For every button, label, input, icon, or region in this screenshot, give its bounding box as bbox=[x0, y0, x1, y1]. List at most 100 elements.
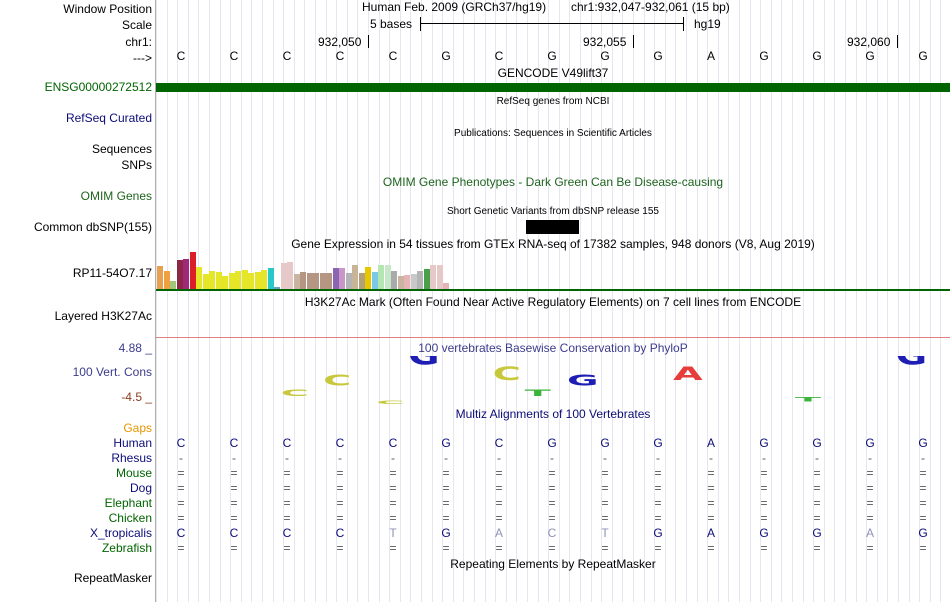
label-dbsnp[interactable]: Common dbSNP(155) bbox=[33, 220, 152, 234]
alignment-base: G bbox=[759, 526, 769, 540]
label-sequences[interactable]: Sequences bbox=[91, 142, 152, 156]
base-letter: A bbox=[706, 49, 715, 63]
gtex-tissue-bar[interactable] bbox=[365, 267, 372, 289]
species-label-rhesus[interactable]: Rhesus bbox=[111, 451, 152, 465]
species-label-human[interactable]: Human bbox=[113, 436, 152, 450]
alignment-base: = bbox=[389, 481, 397, 495]
label-h3k27ac[interactable]: Layered H3K27Ac bbox=[54, 309, 152, 323]
species-label-elephant[interactable]: Elephant bbox=[104, 496, 152, 510]
gtex-tissue-bar[interactable] bbox=[384, 265, 391, 289]
label-window-position[interactable]: Window Position bbox=[63, 2, 152, 16]
alignment-base: = bbox=[230, 496, 238, 510]
base-letter: C bbox=[282, 49, 292, 63]
label-direction[interactable]: ---> bbox=[133, 51, 152, 65]
label-snps[interactable]: SNPs bbox=[121, 158, 152, 172]
label-chr[interactable]: chr1: bbox=[125, 35, 152, 49]
gtex-tissue-bar[interactable] bbox=[345, 273, 352, 289]
gtex-tissue-bar[interactable] bbox=[326, 273, 333, 289]
h3k27ac-title: H3K27Ac Mark (Often Found Near Active Re… bbox=[304, 295, 802, 309]
alignment-base: G bbox=[865, 436, 875, 450]
alignment-base: = bbox=[336, 481, 344, 495]
species-label-mouse[interactable]: Mouse bbox=[115, 466, 152, 480]
species-label-zebrafish[interactable]: Zebrafish bbox=[101, 541, 152, 555]
gtex-tissue-bar[interactable] bbox=[254, 272, 261, 289]
gtex-tissue-bar[interactable] bbox=[267, 268, 274, 289]
dbsnp-variant[interactable] bbox=[526, 220, 579, 234]
label-gencode-item[interactable]: ENSG00000272512 bbox=[44, 80, 152, 94]
gtex-tissue-bar[interactable] bbox=[189, 252, 196, 289]
h3k27ac-signal-line bbox=[156, 337, 950, 338]
gtex-tissue-bar[interactable] bbox=[410, 274, 417, 289]
alignment-base: - bbox=[709, 451, 713, 465]
alignment-base: - bbox=[285, 451, 289, 465]
gtex-tissue-bar[interactable] bbox=[235, 271, 242, 289]
gtex-tissue-bar[interactable] bbox=[443, 283, 450, 289]
gtex-tissue-bar[interactable] bbox=[183, 259, 190, 289]
gtex-tissue-bar[interactable] bbox=[397, 276, 404, 289]
gtex-tissue-bar[interactable] bbox=[358, 273, 365, 289]
gtex-tissue-bar[interactable] bbox=[417, 271, 424, 289]
alignment-base: = bbox=[283, 496, 291, 510]
conservation-logo[interactable]: CCCCGCTGATG bbox=[156, 356, 950, 406]
gtex-tissue-bar[interactable] bbox=[287, 262, 294, 289]
gridline bbox=[368, 0, 369, 602]
gtex-tissue-bar[interactable] bbox=[215, 272, 222, 289]
gtex-tissue-bar[interactable] bbox=[176, 260, 183, 289]
species-label-dog[interactable]: Dog bbox=[129, 481, 152, 495]
label-cons[interactable]: 100 Vert. Cons bbox=[72, 365, 152, 379]
gtex-tissue-bar[interactable] bbox=[170, 281, 177, 289]
label-refseq[interactable]: RefSeq Curated bbox=[65, 111, 152, 125]
alignment-base: C bbox=[335, 526, 345, 540]
gtex-tissue-bar[interactable] bbox=[423, 269, 430, 289]
gtex-tissue-bar[interactable] bbox=[378, 265, 385, 289]
gtex-tissue-bar[interactable] bbox=[163, 271, 170, 289]
gtex-tissue-bar[interactable] bbox=[319, 273, 326, 289]
gtex-tissue-bar[interactable] bbox=[391, 271, 398, 289]
alignment-base: = bbox=[919, 511, 927, 525]
gtex-tissue-bar[interactable] bbox=[332, 268, 339, 289]
gtex-tissue-bar[interactable] bbox=[339, 268, 346, 289]
alignment-base: = bbox=[760, 466, 768, 480]
gtex-tissue-bar[interactable] bbox=[306, 273, 313, 289]
alignment-base: - bbox=[444, 451, 448, 465]
label-gaps[interactable]: Gaps bbox=[123, 421, 152, 435]
label-omim[interactable]: OMIM Genes bbox=[80, 189, 152, 203]
alignment-base: = bbox=[495, 511, 503, 525]
gtex-tissue-bar[interactable] bbox=[222, 276, 229, 289]
gtex-tissue-bar[interactable] bbox=[202, 274, 209, 289]
gtex-tissue-bar[interactable] bbox=[404, 275, 411, 289]
alignment-base: = bbox=[866, 481, 874, 495]
label-gtex-gene[interactable]: RP11-54O7.17 bbox=[72, 266, 152, 280]
label-repeatmasker[interactable]: RepeatMasker bbox=[73, 571, 152, 585]
alignment-base: T bbox=[389, 526, 397, 540]
gtex-tissue-bar[interactable] bbox=[293, 274, 300, 289]
gtex-tissue-bar[interactable] bbox=[196, 267, 203, 289]
gtex-tissue-bar[interactable] bbox=[241, 270, 248, 289]
ruler-tick-3 bbox=[897, 35, 898, 48]
gtex-tissue-bar[interactable] bbox=[371, 272, 378, 289]
gtex-tissue-bar[interactable] bbox=[436, 265, 443, 289]
gridline bbox=[251, 0, 252, 602]
gtex-tissue-bar[interactable] bbox=[157, 266, 164, 289]
refseq-title: RefSeq genes from NCBI bbox=[496, 96, 610, 107]
track-area[interactable]: Human Feb. 2009 (GRCh37/hg19) chr1:932,0… bbox=[156, 0, 950, 602]
gtex-tissue-bar[interactable] bbox=[430, 265, 437, 289]
gtex-tissue-bar[interactable] bbox=[313, 273, 320, 289]
gridline bbox=[304, 0, 305, 602]
gtex-tissue-bar[interactable] bbox=[248, 273, 255, 289]
label-scale[interactable]: Scale bbox=[121, 18, 152, 32]
gtex-tissue-bar[interactable] bbox=[300, 272, 307, 289]
gtex-tissue-bar[interactable] bbox=[261, 270, 268, 289]
gtex-tissue-bar[interactable] bbox=[352, 265, 359, 289]
gtex-bar-chart[interactable] bbox=[156, 252, 556, 289]
alignment-base: G bbox=[600, 436, 610, 450]
species-label-x_tropicalis[interactable]: X_tropicalis bbox=[89, 526, 152, 540]
gridline bbox=[877, 0, 878, 602]
species-label-chicken[interactable]: Chicken bbox=[108, 511, 152, 525]
gtex-tissue-bar[interactable] bbox=[228, 273, 235, 289]
gtex-tissue-bar[interactable] bbox=[280, 263, 287, 289]
gridline bbox=[940, 0, 941, 602]
gtex-tissue-bar[interactable] bbox=[274, 287, 281, 289]
gencode-gene-bar[interactable] bbox=[156, 83, 950, 92]
gtex-tissue-bar[interactable] bbox=[209, 271, 216, 289]
